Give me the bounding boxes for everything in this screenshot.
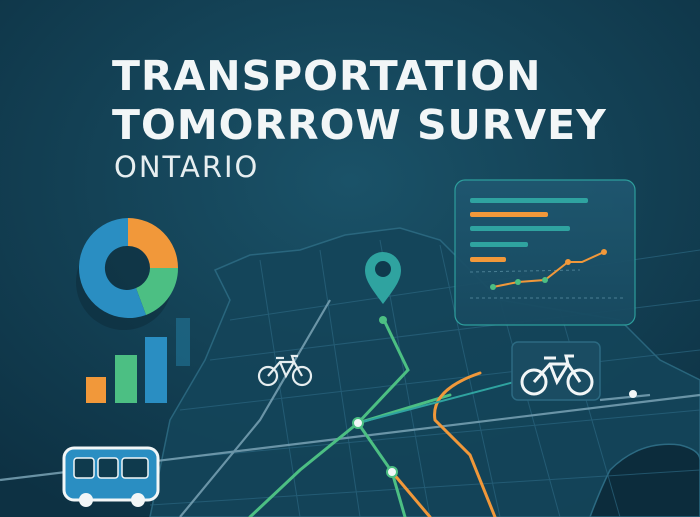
- bicycle-icon: [257, 354, 313, 387]
- bus-icon: [62, 446, 160, 507]
- bicycle-badge: [511, 341, 601, 401]
- page-title: TRANSPORTATION TOMORROW SURVEY: [112, 52, 607, 150]
- street-grid: [149, 239, 700, 517]
- location-pin-icon: [365, 252, 401, 304]
- title-line-2: TOMORROW SURVEY: [112, 101, 607, 149]
- transit-stops: [352, 316, 637, 478]
- bicycle-icon: [520, 354, 594, 396]
- page-subtitle: ONTARIO: [114, 150, 260, 184]
- dashboard-panel-icon: [454, 179, 636, 326]
- title-line-1: TRANSPORTATION: [112, 52, 542, 100]
- bar-chart-icon: [86, 318, 190, 403]
- donut-chart-icon: [76, 218, 179, 330]
